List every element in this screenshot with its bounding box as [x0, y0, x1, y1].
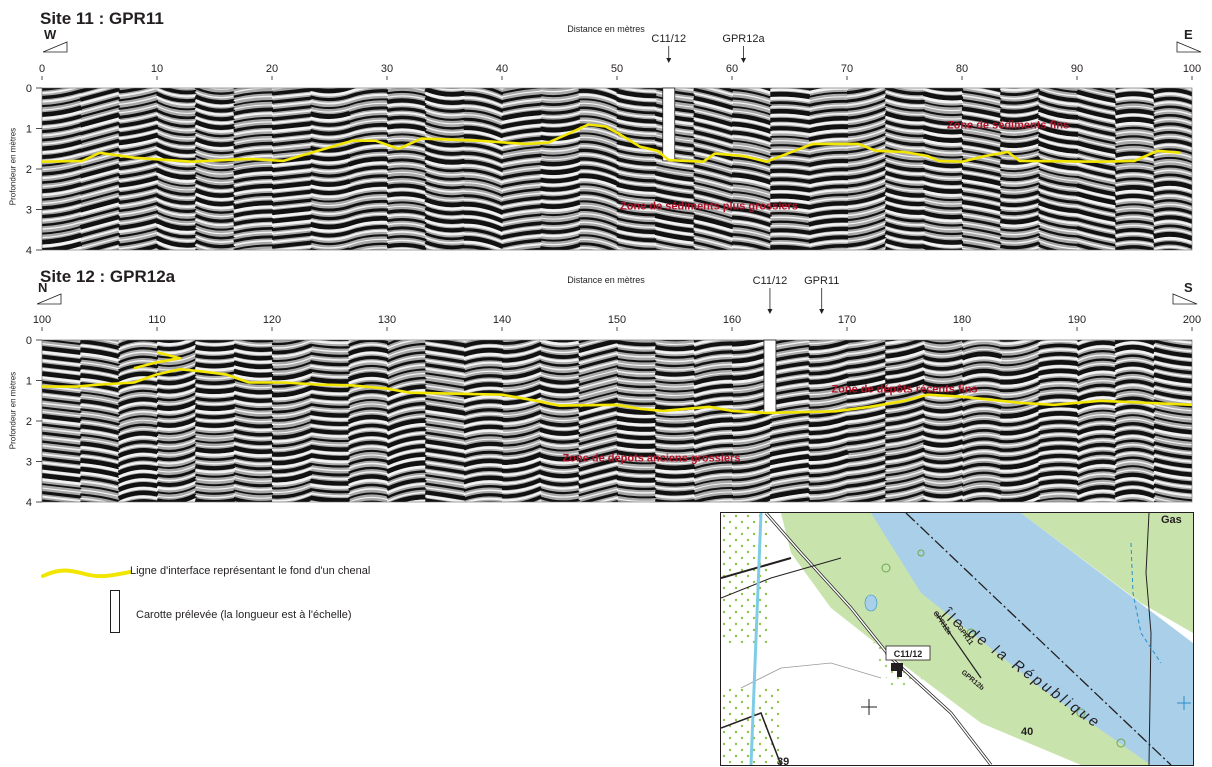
x-tick-label: 90 [1071, 63, 1083, 75]
marker-label: GPR11 [804, 275, 839, 287]
legend-core-swatch [110, 590, 120, 633]
profile-site-11: Site 11 : GPR11 Distance en mètres W E P… [0, 0, 1212, 258]
depth-tick-label: 3 [26, 205, 32, 217]
legend-line-swatch [41, 568, 132, 579]
marker-arrow-head-icon [741, 58, 746, 63]
orientation-arrow-left-icon [42, 41, 68, 53]
interface-line [41, 123, 1181, 163]
depth-tick-label: 2 [26, 164, 32, 176]
orientation-south: S [1184, 280, 1193, 295]
x-tick-label: 170 [838, 314, 856, 326]
zone-label: Zone de dépots anciens grossiers [563, 453, 741, 465]
depth-tick-label: 0 [26, 83, 32, 95]
x-tick-label: 160 [723, 314, 741, 326]
core-sample [662, 87, 676, 162]
x-tick-label: 10 [151, 63, 163, 75]
legend-line-text: Ligne d'interface représentant le fond d… [130, 565, 371, 577]
x-tick-label: 110 [148, 314, 166, 326]
orientation-north: N [38, 280, 48, 295]
orientation-west: W [44, 27, 57, 42]
marker-label: C11/12 [651, 33, 686, 45]
x-tick-label: 60 [726, 63, 738, 75]
x-tick-label: 140 [493, 314, 511, 326]
interface-line [42, 367, 1193, 415]
profile-title: Site 11 : GPR11 [40, 9, 164, 28]
zone-label: Zone de sédiments fins [947, 120, 1069, 132]
map-contour-label: Gas [1161, 514, 1182, 526]
depth-tick-label: 4 [26, 497, 32, 508]
topographic-map: C11/12 GPR12a GPR11 GPR12b Île de la Rép… [721, 513, 1193, 765]
orientation-arrow-left-icon [36, 293, 62, 305]
x-tick-label: 180 [953, 314, 971, 326]
radargram-plot: 100 110 120 130 140 150 160 170 180 190 200 0 1 2 3 4 C1… [26, 275, 1201, 508]
x-tick-label: 190 [1068, 314, 1086, 326]
distance-label: Distance en mètres [567, 24, 645, 34]
svg-text:C11/12: C11/12 [894, 649, 923, 659]
x-tick-label: 100 [1183, 63, 1201, 75]
map-contour-label: 40 [1021, 726, 1033, 738]
x-tick-label: 200 [1183, 314, 1201, 326]
distance-label: Distance en mètres [567, 275, 645, 285]
x-tick-label: 30 [381, 63, 393, 75]
depth-tick-label: 1 [26, 376, 32, 388]
marker-label: C11/12 [753, 275, 788, 287]
depth-tick-label: 3 [26, 457, 32, 469]
zone-label: Zone de dépôts récents fins [831, 384, 977, 396]
profile-site-12: Site 12 : GPR12a Distance en mètres N S … [0, 258, 1212, 508]
legend: Ligne d'interface représentant le fond d… [40, 560, 680, 660]
x-tick-label: 0 [39, 63, 45, 75]
x-tick-label: 80 [956, 63, 968, 75]
depth-tick-label: 2 [26, 416, 32, 428]
interface-branch [133, 350, 182, 370]
map-core-label: C11/12 [885, 645, 931, 661]
orientation-arrow-right-icon [1172, 293, 1198, 305]
x-tick-label: 20 [266, 63, 278, 75]
legend-core-text: Carotte prélevée (la longueur est à l'éc… [136, 609, 352, 621]
x-tick-label: 100 [33, 314, 51, 326]
depth-tick-label: 0 [26, 335, 32, 347]
zone-label: Zone de sédiments plus grossiers [620, 201, 798, 213]
depth-tick-label: 4 [26, 245, 32, 257]
radargram-plot: 0 10 20 30 40 50 60 70 80 90 100 0 1 2 3 4 C11/12 GPR12a Z… [26, 33, 1201, 257]
x-tick-label: 50 [611, 63, 623, 75]
orientation-arrow-right-icon [1176, 41, 1202, 53]
marker-label: GPR12a [722, 33, 765, 45]
map-contour-label: 39 [777, 756, 789, 765]
marker-arrow-head-icon [819, 309, 825, 314]
x-tick-label: 150 [608, 314, 626, 326]
orientation-east: E [1184, 27, 1193, 42]
x-tick-label: 40 [496, 63, 508, 75]
location-map: C11/12 GPR12a GPR11 GPR12b Île de la Rép… [720, 512, 1194, 766]
x-tick-label: 70 [841, 63, 853, 75]
profile-title: Site 12 : GPR12a [40, 267, 176, 286]
marker-arrow-head-icon [767, 309, 773, 314]
core-sample [763, 339, 777, 414]
x-tick-label: 130 [378, 314, 396, 326]
x-tick-label: 120 [263, 314, 281, 326]
depth-tick-label: 1 [26, 124, 32, 136]
radargram-reflectors [42, 88, 1192, 250]
marker-arrow-head-icon [666, 58, 672, 63]
